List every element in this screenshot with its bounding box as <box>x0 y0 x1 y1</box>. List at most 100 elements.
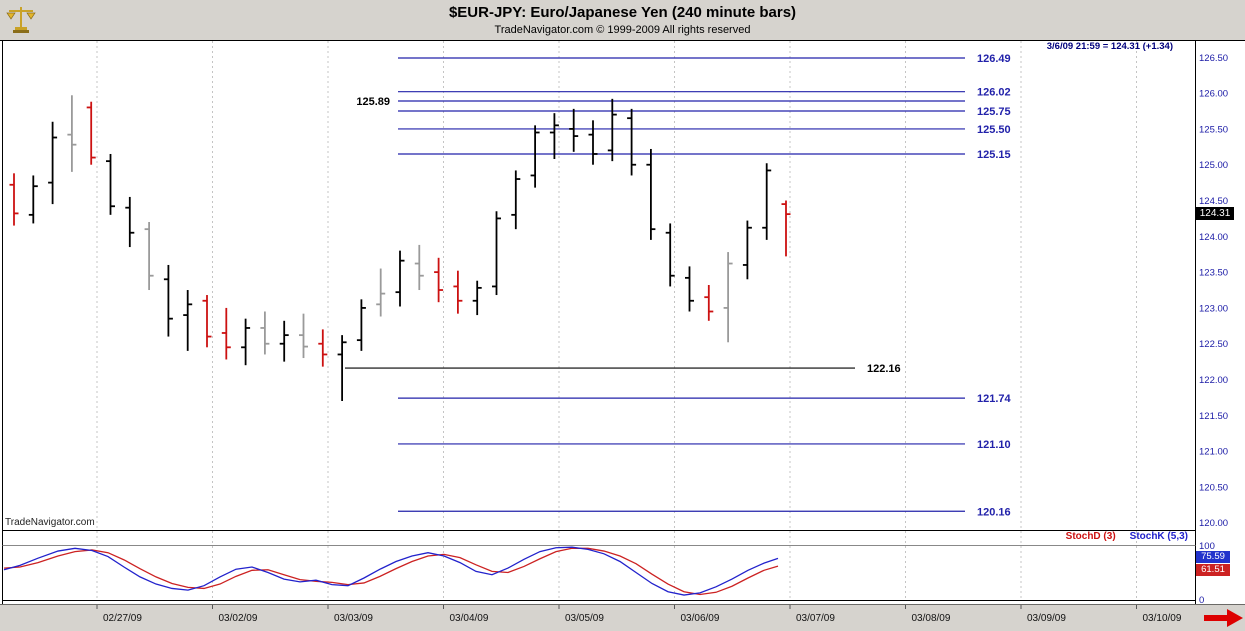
ohlc-bar <box>299 313 308 359</box>
level-label-125.89: 125.89 <box>356 96 390 108</box>
ohlc-bar <box>665 223 675 287</box>
date-label: 02/27/09 <box>103 613 142 624</box>
price-axis-label: 126.50 <box>1199 53 1228 64</box>
ohlc-bar <box>511 170 521 230</box>
ohlc-bar <box>337 335 347 401</box>
ohlc-bar <box>241 318 251 366</box>
level-label-125.75: 125.75 <box>977 106 1011 118</box>
ohlc-bar <box>646 148 656 240</box>
level-label-125.50: 125.50 <box>977 124 1011 136</box>
date-label: 03/08/09 <box>912 613 951 624</box>
date-label: 03/09/09 <box>1027 613 1066 624</box>
stochd-value-badge: 61.51 <box>1196 564 1230 576</box>
price-axis-label: 125.00 <box>1199 160 1228 171</box>
scroll-right-arrow[interactable] <box>1204 609 1243 627</box>
ohlc-bar <box>530 125 540 188</box>
last-quote-readout: 3/6/09 21:59 = 124.31 (+1.34) <box>1046 41 1173 52</box>
ohlc-bar <box>607 98 617 162</box>
ohlc-bar <box>318 329 328 367</box>
ohlc-bar <box>569 108 579 152</box>
price-axis-label: 125.50 <box>1199 124 1228 135</box>
ohlc-bar <box>202 295 212 348</box>
chart-copyright: TradeNavigator.com © 1999-2009 All right… <box>494 24 751 36</box>
price-axis-label: 126.00 <box>1199 89 1228 100</box>
ohlc-bar <box>221 307 231 360</box>
ohlc-bar <box>723 252 733 343</box>
chart-header: $EUR-JPY: Euro/Japanese Yen (240 minute … <box>0 0 1245 41</box>
ohlc-bar <box>434 257 444 303</box>
ohlc-bar <box>762 163 772 240</box>
ohlc-bar <box>588 120 598 165</box>
level-label-120.16: 120.16 <box>977 506 1011 518</box>
price-axis-label: 122.00 <box>1199 375 1228 386</box>
panel-borders <box>0 40 1245 605</box>
ohlc-bar <box>260 311 270 355</box>
stoch-axis-100: 100 <box>1199 541 1215 552</box>
date-label: 03/04/09 <box>450 613 489 624</box>
stochk-legend-label: StochK (5,3) <box>1129 531 1188 542</box>
price-axis-label: 121.00 <box>1199 447 1228 458</box>
ohlc-bars <box>9 95 791 401</box>
ohlc-bar <box>48 121 58 205</box>
ohlc-bar <box>742 220 752 280</box>
stochastic-legend: StochD (3) StochK (5,3) <box>1066 531 1188 542</box>
date-labels: 02/27/09 03/02/09 03/03/09 03/04/09 03/05/09… <box>96 605 1182 624</box>
price-axis-label: 122.50 <box>1199 339 1228 350</box>
date-label: 03/06/09 <box>681 613 720 624</box>
ohlc-bar <box>356 299 366 351</box>
level-label-126.49: 126.49 <box>977 53 1011 65</box>
stochastic-panel: 100 0 <box>3 541 1215 606</box>
ohlc-bar <box>86 101 96 165</box>
stochd-line <box>3 547 779 596</box>
ohlc-bar <box>549 113 559 159</box>
ohlc-bar <box>163 264 173 337</box>
stochk-line <box>3 546 779 596</box>
chart-title: $EUR-JPY: Euro/Japanese Yen (240 minute … <box>448 4 797 21</box>
price-axis-label: 124.00 <box>1199 232 1228 243</box>
date-label: 03/02/09 <box>219 613 258 624</box>
level-label-121.74: 121.74 <box>977 393 1012 405</box>
ohlc-bar <box>685 266 694 312</box>
date-label: 03/07/09 <box>796 613 835 624</box>
last-price-badge: 124.31 <box>1196 207 1234 220</box>
ohlc-bar <box>492 211 501 296</box>
date-label: 03/10/09 <box>1143 613 1182 624</box>
ohlc-bar <box>376 268 386 317</box>
date-axis-strip <box>0 604 1245 631</box>
ohlc-bar <box>472 280 482 316</box>
ohlc-bar <box>67 95 77 172</box>
ohlc-bar <box>28 175 38 224</box>
tradenavigator-watermark: TradeNavigator.com <box>5 517 95 528</box>
price-axis-label: 120.00 <box>1199 518 1228 529</box>
ohlc-bar <box>395 250 405 307</box>
level-label-126.02: 126.02 <box>977 87 1011 99</box>
ohlc-bar <box>9 173 19 226</box>
ohlc-bar <box>627 108 637 176</box>
ohlc-bar <box>414 244 424 291</box>
level-label-125.15: 125.15 <box>977 149 1011 161</box>
ohlc-bar <box>704 285 714 321</box>
stochk-value-badge: 75.59 <box>1196 551 1230 563</box>
ohlc-bar <box>144 222 154 291</box>
stochd-legend-label: StochD (3) <box>1065 531 1116 542</box>
ohlc-bar <box>453 270 463 314</box>
date-label: 03/03/09 <box>334 613 373 624</box>
ohlc-bar <box>106 153 115 215</box>
price-axis-label: 123.00 <box>1199 303 1228 314</box>
level-label-122.16: 122.16 <box>867 363 901 375</box>
ohlc-bar <box>279 320 289 362</box>
price-axis-label: 123.50 <box>1199 268 1228 279</box>
day-gridlines <box>96 41 1137 600</box>
price-axis: 126.50 126.00 125.50 125.00 124.50 124.00 123.… <box>1199 53 1228 529</box>
ohlc-bar <box>183 290 193 351</box>
stoch-axis-0: 0 <box>1199 595 1204 606</box>
level-label-121.10: 121.10 <box>977 439 1011 451</box>
ohlc-bar <box>125 196 135 248</box>
price-axis-label: 121.50 <box>1199 411 1228 422</box>
price-axis-label: 120.50 <box>1199 482 1228 493</box>
price-axis-label: 124.50 <box>1199 196 1228 207</box>
tradenavigator-scales-icon <box>6 7 36 33</box>
date-label: 03/05/09 <box>565 613 604 624</box>
price-levels: 126.49 126.02 125.89 125.75 125.50 125.15 122.… <box>345 53 1012 518</box>
